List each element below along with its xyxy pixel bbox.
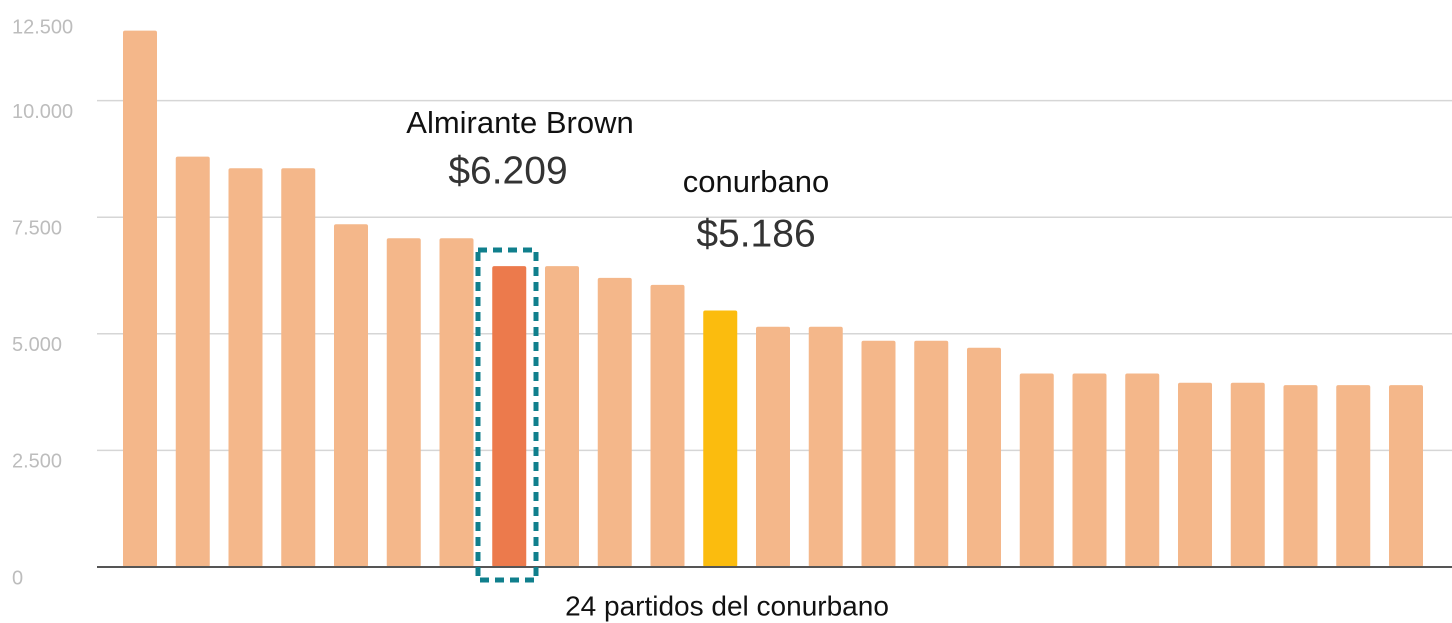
bar xyxy=(650,284,685,567)
bar xyxy=(175,156,210,567)
bar xyxy=(334,224,368,568)
bar xyxy=(703,310,738,567)
bar xyxy=(808,326,843,567)
bar xyxy=(967,347,1001,567)
bar xyxy=(914,340,949,567)
bar xyxy=(1072,373,1107,567)
bar xyxy=(1389,385,1423,567)
bar xyxy=(1230,382,1265,567)
bar xyxy=(123,30,157,567)
bar xyxy=(492,266,527,567)
annotation-name: conurbano xyxy=(683,164,830,199)
bar xyxy=(281,168,316,567)
annotation-name: Almirante Brown xyxy=(406,105,633,140)
bar xyxy=(228,168,263,567)
annotation-value: $6.209 xyxy=(448,149,567,192)
annotation-value: $5.186 xyxy=(696,212,815,255)
y-tick-label: 10.000 xyxy=(12,101,73,123)
bar xyxy=(1178,382,1212,567)
y-tick-label: 7.500 xyxy=(12,217,62,239)
y-tick-label: 2.500 xyxy=(12,451,62,473)
bar xyxy=(386,238,421,568)
bar xyxy=(1019,373,1054,567)
bar xyxy=(1336,385,1371,567)
bar xyxy=(1283,385,1318,567)
y-tick-label: 0 xyxy=(12,567,23,589)
bar xyxy=(597,277,632,567)
y-tick-label: 5.000 xyxy=(12,334,62,356)
bar xyxy=(756,326,790,567)
bar xyxy=(861,340,896,567)
bar xyxy=(545,266,579,567)
bar xyxy=(439,238,474,568)
x-axis-label: 24 partidos del conurbano xyxy=(565,590,889,621)
y-tick-label: 12.500 xyxy=(12,16,73,38)
bar xyxy=(1125,373,1160,567)
